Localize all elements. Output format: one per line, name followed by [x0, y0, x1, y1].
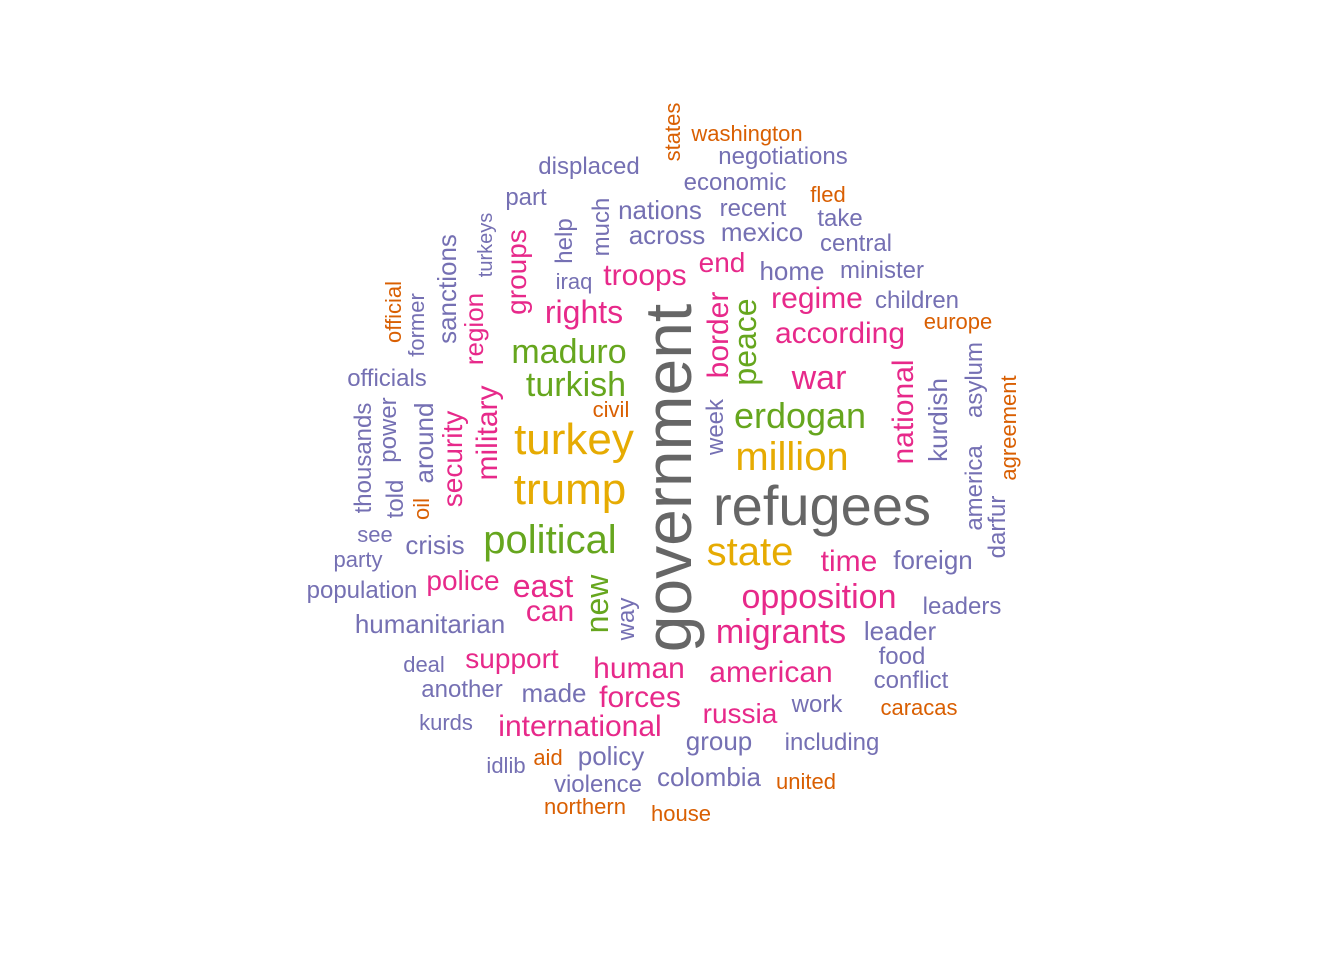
word-colombia: colombia [656, 762, 762, 792]
word-opposition: opposition [741, 578, 897, 616]
word-united: united [776, 769, 836, 794]
word-washington: washington [691, 121, 803, 146]
word-around: around [409, 402, 439, 484]
word-border: border [702, 291, 735, 379]
word-erdogan: erdogan [733, 395, 867, 436]
word-can: can [525, 595, 575, 628]
word-mexico: mexico [720, 217, 804, 247]
word-made: made [521, 678, 587, 708]
word-sanctions: sanctions [432, 234, 462, 344]
word-another: another [421, 676, 503, 703]
word-leaders: leaders [922, 593, 1002, 620]
word-home: home [759, 256, 825, 286]
word-northern: northern [544, 794, 626, 819]
word-regime: regime [771, 282, 863, 315]
word-new: new [579, 574, 615, 634]
word-negotiations: negotiations [718, 143, 848, 170]
word-much: much [588, 197, 615, 257]
word-take: take [817, 205, 863, 232]
word-idlib: idlib [486, 753, 526, 778]
word-help: help [551, 218, 578, 264]
word-million: million [735, 435, 849, 479]
word-officials: officials [347, 365, 427, 392]
word-minister: minister [839, 257, 925, 284]
word-civil: civil [592, 397, 630, 422]
word-recent: recent [719, 195, 787, 222]
word-political: political [483, 518, 617, 562]
word-turkeys: turkeys [475, 212, 497, 278]
word-see: see [357, 522, 393, 547]
word-asylum: asylum [961, 341, 988, 419]
word-nations: nations [618, 195, 702, 225]
word-crisis: crisis [405, 530, 465, 560]
word-part: part [505, 184, 547, 211]
word-international: international [498, 710, 662, 743]
word-end: end [698, 247, 746, 278]
word-military: military [471, 385, 504, 481]
word-week: week [702, 398, 729, 456]
word-turkish: turkish [525, 366, 627, 404]
word-thousands: thousands [350, 402, 377, 514]
word-policy: policy [577, 741, 645, 771]
word-trump: trump [513, 465, 627, 514]
word-official: official [381, 281, 406, 343]
word-kurdish: kurdish [923, 378, 953, 462]
word-central: central [819, 230, 893, 257]
word-maduro: maduro [511, 333, 627, 371]
word-work: work [791, 691, 843, 718]
word-violence: violence [553, 771, 643, 798]
word-state: state [706, 530, 794, 574]
word-former: former [404, 293, 429, 357]
word-darfur: darfur [984, 495, 1011, 559]
word-groups: groups [501, 229, 532, 315]
word-iraq: iraq [555, 269, 593, 294]
word-east: east [512, 568, 574, 604]
word-humanitarian: humanitarian [354, 609, 506, 639]
word-including: including [784, 729, 880, 756]
word-told: told [382, 479, 409, 519]
word-europe: europe [923, 309, 993, 334]
word-rights: rights [544, 294, 624, 330]
word-children: children [874, 287, 960, 314]
word-fled: fled [810, 182, 846, 207]
word-national: national [887, 359, 920, 465]
word-migrants: migrants [715, 613, 847, 651]
word-states: states [660, 102, 685, 162]
word-forces: forces [599, 681, 681, 714]
word-russia: russia [702, 698, 778, 729]
word-economic: economic [683, 169, 787, 196]
word-american: american [709, 656, 833, 689]
word-across: across [628, 220, 706, 250]
word-leader: leader [863, 616, 937, 646]
word-turkey: turkey [514, 415, 634, 464]
word-agreement: agreement [996, 375, 1021, 481]
word-aid: aid [533, 745, 563, 770]
word-foreign: foreign [893, 545, 973, 575]
word-population: population [306, 577, 418, 604]
word-food: food [878, 643, 926, 670]
word-according: according [774, 317, 906, 350]
word-police: police [426, 565, 500, 596]
word-government: government [631, 303, 705, 653]
word-party: party [333, 547, 383, 572]
word-way: way [613, 597, 640, 641]
word-group: group [685, 726, 753, 756]
word-region: region [459, 292, 489, 366]
word-oil: oil [409, 497, 434, 521]
word-caracas: caracas [880, 695, 958, 720]
word-time: time [820, 545, 878, 578]
word-deal: deal [403, 652, 445, 677]
word-security: security [437, 410, 468, 508]
word-troops: troops [603, 259, 687, 292]
word-kurds: kurds [419, 710, 473, 735]
word-conflict: conflict [873, 667, 949, 694]
word-human: human [593, 652, 685, 685]
word-house: house [651, 801, 711, 826]
word-refugees: refugees [713, 474, 931, 537]
word-displaced: displaced [538, 153, 640, 180]
word-power: power [375, 397, 402, 463]
word-support: support [465, 643, 559, 674]
word-war: war [791, 359, 847, 397]
